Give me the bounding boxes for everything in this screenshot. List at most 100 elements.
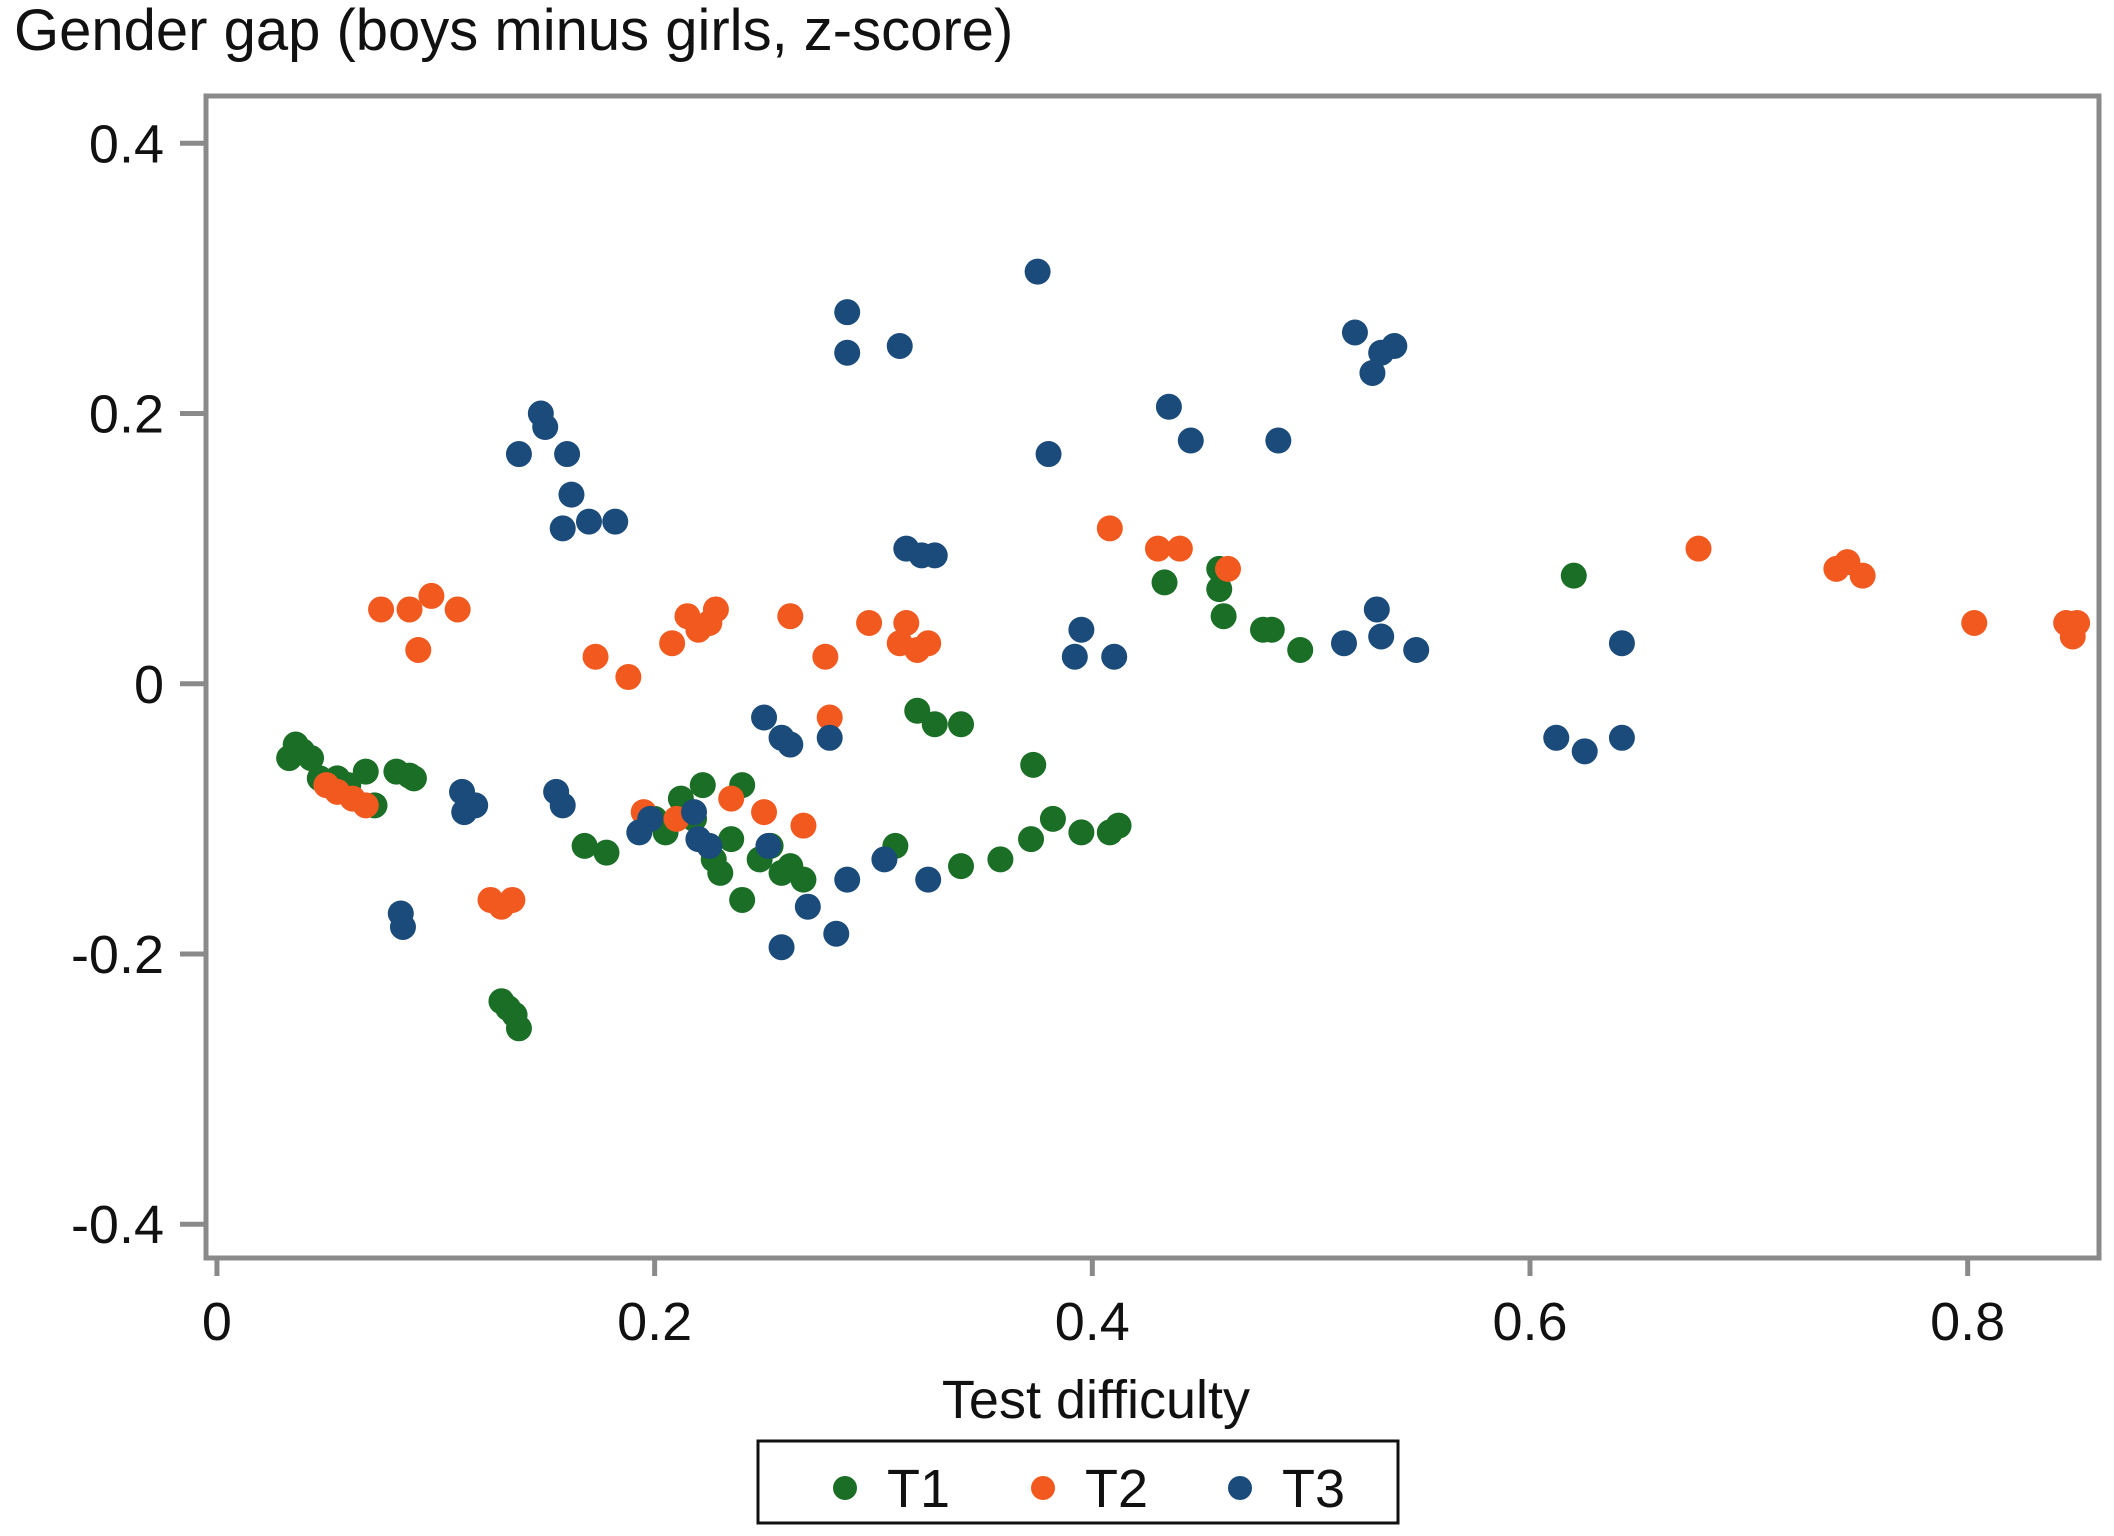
- data-point-t2: [790, 812, 817, 839]
- data-point-t3: [834, 339, 861, 366]
- data-point-t3: [1363, 596, 1390, 623]
- data-point-t1: [1151, 569, 1178, 596]
- y-tick-label: 0.2: [89, 385, 164, 445]
- data-point-t3: [1403, 636, 1430, 663]
- data-point-t2: [856, 609, 883, 636]
- data-point-t2: [1849, 562, 1876, 589]
- data-point-t1: [921, 711, 948, 738]
- y-tick-label: -0.2: [71, 925, 164, 985]
- data-point-t3: [1608, 630, 1635, 657]
- data-point-t2: [751, 799, 778, 826]
- data-point-t2: [1166, 535, 1193, 562]
- data-point-t2: [2064, 609, 2091, 636]
- data-point-t1: [1039, 805, 1066, 832]
- x-axis: 0 0.2 0.4 0.6 0.8: [202, 1258, 2005, 1352]
- data-point-t2: [615, 664, 642, 690]
- data-point-t2: [777, 603, 804, 630]
- data-point-t3: [794, 893, 821, 920]
- data-point-t3: [1265, 427, 1292, 454]
- data-point-t3: [505, 441, 532, 468]
- data-point-t1: [1018, 826, 1045, 853]
- data-point-t3: [871, 846, 898, 873]
- data-point-t1: [1020, 751, 1047, 778]
- data-point-t3: [921, 542, 948, 569]
- data-point-t3: [751, 704, 778, 731]
- data-point-t3: [1359, 359, 1386, 386]
- data-point-t2: [352, 792, 379, 819]
- data-point-t2: [702, 596, 729, 623]
- data-point-t1: [593, 839, 620, 866]
- data-point-t1: [987, 846, 1014, 873]
- data-point-t2: [1144, 535, 1171, 562]
- x-tick-label: 0.2: [617, 1292, 692, 1352]
- y-axis: 0.4 0.2 0 -0.2 -0.4: [71, 114, 206, 1255]
- data-point-t3: [549, 792, 576, 819]
- data-point-t2: [812, 643, 839, 670]
- data-point-t1: [1105, 812, 1132, 839]
- data-point-t2: [405, 636, 432, 663]
- data-points: [276, 258, 2091, 1042]
- data-point-t3: [1608, 724, 1635, 751]
- data-point-t1: [1258, 616, 1285, 643]
- data-point-t1: [1560, 562, 1587, 589]
- data-point-t2: [718, 785, 745, 812]
- x-tick-label: 0.8: [1930, 1292, 2005, 1352]
- data-point-t1: [1206, 576, 1233, 603]
- data-point-t3: [1381, 332, 1408, 359]
- data-point-t1: [505, 1015, 532, 1042]
- x-axis-label: Test difficulty: [942, 1370, 1250, 1430]
- data-point-t3: [1330, 630, 1357, 657]
- data-point-t1: [718, 826, 745, 853]
- data-point-t1: [948, 711, 975, 738]
- data-point-t2: [368, 596, 395, 623]
- data-point-t3: [755, 832, 782, 859]
- data-point-t3: [554, 441, 581, 468]
- data-point-t1: [729, 886, 756, 913]
- data-point-t3: [1101, 643, 1128, 670]
- data-point-t2: [816, 704, 843, 731]
- y-tick-label: 0: [134, 655, 164, 715]
- data-point-t2: [396, 596, 423, 623]
- data-point-t2: [915, 630, 942, 657]
- data-point-t1: [707, 859, 734, 886]
- data-point-t2: [1685, 535, 1712, 562]
- x-tick-label: 0.6: [1492, 1292, 1567, 1352]
- data-point-t3: [1571, 738, 1598, 765]
- data-point-t2: [1096, 515, 1123, 542]
- data-point-t3: [834, 866, 861, 893]
- data-point-t3: [1061, 643, 1088, 670]
- legend-marker-t3: [1228, 1476, 1252, 1500]
- data-point-t3: [1035, 441, 1062, 468]
- data-point-t1: [904, 697, 931, 724]
- plot-frame: [203, 93, 2102, 1261]
- data-point-t2: [659, 630, 686, 657]
- data-point-t1: [352, 758, 379, 785]
- data-point-t3: [777, 731, 804, 758]
- data-point-t3: [1155, 393, 1182, 420]
- data-point-t2: [893, 609, 920, 636]
- data-point-t2: [1215, 555, 1242, 582]
- data-point-t3: [823, 920, 850, 947]
- data-point-t2: [499, 886, 526, 913]
- legend-items: T1 T2 T3: [833, 1459, 1345, 1519]
- legend-marker-t1: [833, 1476, 857, 1500]
- data-point-t3: [816, 724, 843, 751]
- data-point-t1: [689, 772, 716, 799]
- data-point-t1: [1210, 603, 1237, 630]
- data-point-t3: [575, 508, 602, 535]
- data-point-t3: [915, 866, 942, 893]
- x-tick-label: 0.4: [1055, 1292, 1130, 1352]
- data-point-t1: [571, 832, 598, 859]
- data-point-t2: [418, 582, 445, 609]
- data-point-t3: [768, 934, 795, 961]
- data-point-t3: [1068, 616, 1095, 643]
- data-point-t1: [1287, 636, 1314, 663]
- data-point-t3: [696, 832, 723, 859]
- data-point-t1: [948, 853, 975, 880]
- data-point-t3: [637, 805, 664, 832]
- data-point-t3: [681, 799, 708, 826]
- y-tick-label: -0.4: [71, 1195, 164, 1255]
- data-point-t1: [400, 765, 427, 792]
- data-point-t1: [298, 745, 325, 772]
